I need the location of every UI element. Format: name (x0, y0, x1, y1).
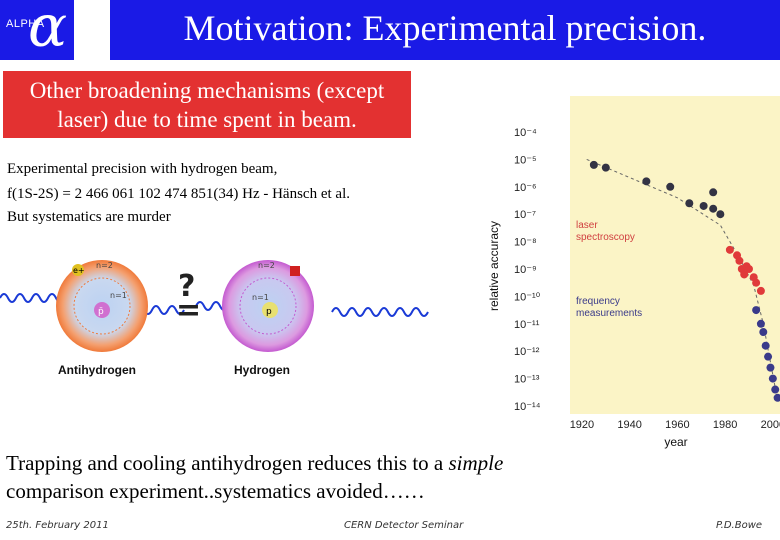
x-tick-label: 1920 (570, 419, 594, 431)
footer-date: 25th. February 2011 (6, 520, 109, 531)
y-tick-label: 10⁻¹¹ (514, 319, 540, 331)
proton-label: p (266, 307, 272, 317)
alpha-logo-text: ALPHA (6, 18, 45, 30)
callout-line-1: Other broadening mechanisms (except (29, 78, 385, 103)
bottom-line-1: Trapping and cooling antihydrogen reduce… (6, 450, 503, 477)
y-tick-label: 10⁻⁹ (514, 264, 537, 276)
data-point (756, 286, 765, 295)
y-tick-label: 10⁻⁴ (514, 127, 537, 139)
x-axis-ticks: 1920 1940 1960 1980 2000 (570, 419, 780, 431)
bottom-line-1-emphasis: simple (448, 451, 504, 475)
footer-author: P.D.Bowe (716, 520, 763, 531)
data-point (764, 352, 773, 361)
bottom-line-2: comparison experiment..systematics avoid… (6, 479, 425, 503)
positron-label: e+ (73, 266, 85, 275)
x-axis-label: year (664, 435, 687, 449)
equals-sign: = (176, 293, 201, 328)
hydrogen-label: Hydrogen (234, 363, 290, 377)
alpha-logo: α ALPHA (0, 0, 74, 60)
data-point (744, 265, 753, 273)
hydrogen-orbit (239, 277, 297, 335)
data-point (768, 374, 777, 383)
right-level-top: n=2 (258, 261, 275, 270)
data-point (773, 393, 780, 402)
x-tick-label: 1940 (617, 419, 641, 431)
data-point (685, 199, 694, 208)
y-axis-ticks: 10⁻⁴ 10⁻⁵ 10⁻⁶ 10⁻⁷ 10⁻⁸ 10⁻⁹ 10⁻¹⁰ 10⁻¹¹ 10⁻¹² 1… (514, 127, 541, 413)
body-line-3: But systematics are murder (7, 209, 171, 225)
callout-box: Other broadening mechanisms (except lase… (3, 71, 411, 138)
callout-text: Other broadening mechanisms (except lase… (3, 76, 411, 134)
question-mark: ? (178, 269, 195, 304)
y-tick-label: 10⁻⁷ (514, 209, 536, 221)
data-point (699, 201, 708, 210)
data-point (709, 204, 718, 213)
data-point (725, 245, 734, 254)
data-point (756, 319, 765, 328)
electron (290, 266, 300, 276)
x-tick-label: 1960 (665, 419, 689, 431)
positron (72, 264, 84, 276)
data-point (735, 256, 744, 265)
antihydrogen-orbit (73, 277, 131, 335)
antihydrogen-label: Antihydrogen (58, 363, 136, 377)
body-line-2: f(1S-2S) = 2 466 061 102 474 851(34) Hz … (7, 186, 350, 202)
data-point (752, 278, 761, 287)
annotation-laser-line-1: laser (576, 220, 598, 231)
data-point (601, 163, 610, 172)
data-point (709, 188, 718, 197)
callout-line-2: laser) due to time spent in beam. (57, 107, 357, 132)
left-level-bottom: n=1 (110, 291, 127, 300)
annotation-frequency-line-1: frequency (576, 296, 620, 307)
annotation-laser-line-2: spectroscopy (576, 232, 635, 243)
y-axis-label: relative accuracy (487, 221, 501, 311)
antiproton (94, 302, 110, 318)
y-tick-label: 10⁻¹³ (514, 374, 540, 386)
alpha-symbol: α (28, 0, 68, 60)
annotation-frequency-line-2: measurements (576, 308, 642, 319)
data-point (716, 210, 725, 219)
data-point (771, 385, 780, 394)
y-tick-label: 10⁻⁸ (514, 237, 537, 249)
left-level-top: n=2 (96, 261, 113, 270)
chart-plot-background (570, 96, 780, 414)
data-point (759, 328, 768, 337)
x-tick-label: 1980 (713, 419, 737, 431)
y-tick-label: 10⁻¹⁴ (514, 401, 541, 413)
data-points (586, 158, 780, 402)
antiproton-label: p̄ (98, 307, 104, 317)
slide-title: Motivation: Experimental precision. (183, 8, 707, 48)
body-line-1: Experimental precision with hydrogen bea… (7, 161, 278, 177)
data-point (761, 341, 770, 350)
y-tick-label: 10⁻⁵ (514, 154, 537, 166)
right-level-bottom: n=1 (252, 293, 269, 302)
data-point (642, 177, 651, 186)
laser-wave-left-in (0, 293, 65, 303)
bottom-line-1-text: Trapping and cooling antihydrogen reduce… (6, 451, 449, 475)
precision-history-chart: 10⁻⁴ 10⁻⁵ 10⁻⁶ 10⁻⁷ 10⁻⁸ 10⁻⁹ 10⁻¹⁰ 10⁻¹¹ 10⁻¹² 1… (487, 96, 780, 449)
title-bar: Motivation: Experimental precision. (110, 0, 780, 60)
atom-comparison-diagram: p̄ e+ n=2 n=1 ? = p n=2 n=1 Antihydrogen… (0, 260, 429, 377)
laser-wave-right-out (331, 307, 429, 317)
footer-event: CERN Detector Seminar (344, 520, 464, 531)
data-point (752, 306, 761, 315)
data-point (766, 363, 775, 372)
proton (262, 302, 278, 318)
y-tick-label: 10⁻¹⁰ (514, 291, 541, 303)
y-tick-label: 10⁻¹² (514, 346, 540, 358)
y-tick-label: 10⁻⁶ (514, 182, 537, 194)
x-tick-label: 2000 (761, 419, 780, 431)
data-point (740, 270, 749, 279)
data-point (666, 182, 675, 191)
data-point (589, 160, 598, 169)
